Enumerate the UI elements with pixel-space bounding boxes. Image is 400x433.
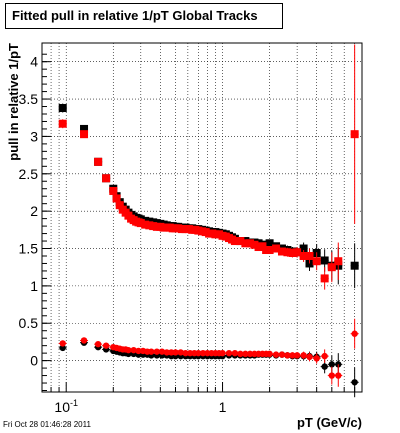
data-point xyxy=(80,130,89,139)
data-point xyxy=(102,174,111,183)
data-point xyxy=(136,219,145,228)
data-point xyxy=(236,237,245,246)
data-point xyxy=(158,348,166,355)
data-point xyxy=(125,346,132,354)
data-point xyxy=(278,351,286,358)
data-point xyxy=(112,194,121,203)
series-1 xyxy=(58,44,359,290)
data-point xyxy=(272,244,281,253)
data-point xyxy=(288,248,297,257)
chart-title: Fitted pull in relative 1/pT Global Trac… xyxy=(5,3,283,29)
data-point xyxy=(313,355,320,362)
data-point xyxy=(58,119,67,128)
data-point xyxy=(277,247,286,256)
data-point xyxy=(351,330,358,337)
y-axis-label: pull in relative 1/pT xyxy=(6,43,21,161)
data-point xyxy=(306,353,313,361)
data-point xyxy=(327,263,336,272)
data-point xyxy=(351,379,358,386)
y-tick-label: 1 xyxy=(30,278,38,294)
data-point xyxy=(305,251,314,260)
data-point xyxy=(300,352,307,359)
x-tick-label: 10-1 xyxy=(54,398,78,415)
data-point xyxy=(266,350,273,358)
data-point xyxy=(225,349,233,357)
data-point xyxy=(350,130,359,139)
y-tick-label: 2 xyxy=(30,203,38,219)
y-tick-label: 0.5 xyxy=(19,315,39,331)
data-point xyxy=(284,352,291,359)
axis-ticks: 10-1 1 0 0.5 1 1.5 2 2.5 3 3.5 4 xyxy=(19,54,356,415)
data-point xyxy=(182,349,189,357)
data-point xyxy=(246,239,255,248)
data-point xyxy=(94,157,103,166)
data-point xyxy=(328,361,336,368)
data-point xyxy=(265,239,274,248)
y-tick-label: 0 xyxy=(30,353,38,369)
data-point xyxy=(59,340,66,347)
data-point xyxy=(177,349,184,356)
data-point xyxy=(320,274,329,283)
series-3 xyxy=(58,318,359,387)
data-point xyxy=(350,261,359,270)
y-tick-label: 4 xyxy=(30,54,38,70)
data-point xyxy=(293,248,302,257)
y-tick-label: 3 xyxy=(30,128,38,144)
data-point xyxy=(335,361,342,368)
data-point xyxy=(321,352,328,360)
data-point xyxy=(153,348,161,355)
data-point xyxy=(163,349,171,356)
data-point xyxy=(109,186,118,195)
data-point xyxy=(289,352,296,359)
data-point xyxy=(237,350,244,358)
data-point xyxy=(299,244,308,253)
data-point xyxy=(293,352,301,359)
data-point xyxy=(312,257,321,266)
plot-frame xyxy=(41,42,363,393)
data-point xyxy=(321,363,328,370)
data-point xyxy=(130,346,137,354)
data-point xyxy=(219,349,226,357)
data-point xyxy=(80,124,89,133)
data-point xyxy=(246,350,254,358)
y-tick-label: 2.5 xyxy=(19,166,39,182)
data-point xyxy=(102,342,110,349)
data-point xyxy=(335,372,342,379)
x-tick-label: 1 xyxy=(219,399,227,415)
data-point xyxy=(172,349,179,356)
data-point xyxy=(141,220,150,229)
data-point xyxy=(320,256,329,265)
data-point xyxy=(80,337,88,344)
y-tick-label: 1.5 xyxy=(19,241,39,257)
data-point xyxy=(94,340,102,348)
data-point xyxy=(135,347,142,355)
data-series xyxy=(58,44,359,398)
data-point xyxy=(230,237,239,246)
data-point xyxy=(242,350,249,358)
x-axis-label: pT (GeV/c) xyxy=(297,415,362,430)
data-point xyxy=(334,257,343,266)
data-point xyxy=(328,372,336,379)
data-point xyxy=(231,349,239,357)
data-point xyxy=(250,240,259,249)
series-2 xyxy=(58,339,359,398)
data-point xyxy=(195,349,202,357)
data-point xyxy=(265,246,274,255)
data-point xyxy=(283,248,292,257)
data-point xyxy=(148,348,155,355)
y-tick-label: 3.5 xyxy=(19,91,39,107)
data-point xyxy=(59,344,66,352)
data-point xyxy=(115,201,124,210)
timestamp: Fri Oct 28 01:46:28 2011 xyxy=(3,420,91,429)
grid-lines xyxy=(41,43,362,392)
data-point xyxy=(299,251,308,260)
data-point xyxy=(272,351,280,358)
data-point xyxy=(199,349,207,357)
data-point xyxy=(241,239,250,248)
data-point xyxy=(58,104,67,113)
